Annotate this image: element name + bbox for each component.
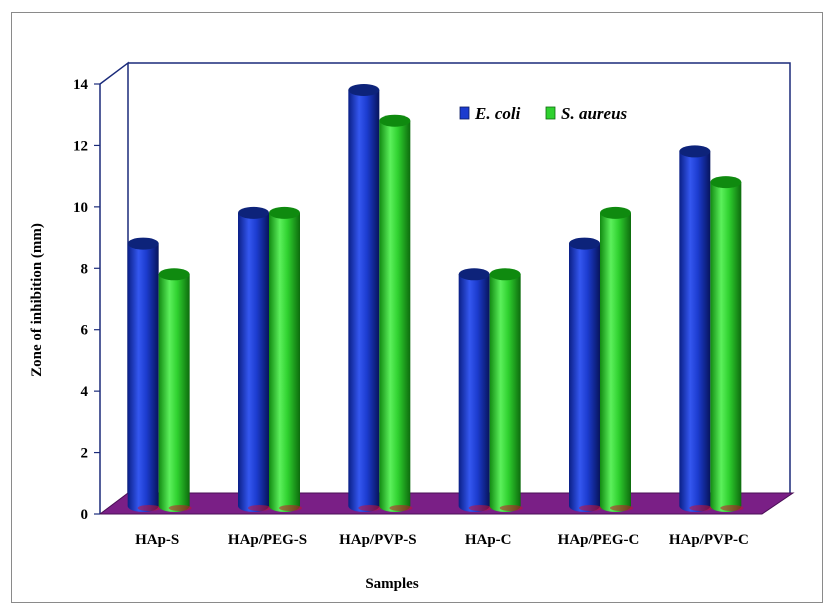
bar-ecoli-shadow [689, 505, 713, 511]
x-tick-label: HAp/PVP-S [339, 532, 417, 548]
bar-saureus [710, 182, 742, 512]
x-tick-label: HAp/PVP-C [669, 532, 749, 548]
x-axis-ticks: HAp-S HAp/PEG-S HAp/PVP-S HAp-C HAp/PEG-C HAp… [135, 532, 749, 548]
bar-saureus [158, 274, 190, 512]
bar-saureus-shadow [279, 505, 302, 511]
bar-ecoli-cap [458, 268, 490, 281]
bar-saureus [379, 120, 411, 512]
back-wall [128, 62, 791, 493]
bar-ecoli-cap [348, 84, 380, 96]
legend-swatch [459, 106, 470, 120]
bar-saureus-cap [489, 268, 521, 281]
y-axis-ticks: 0 2 4 6 8 10 12 14 [73, 77, 100, 523]
legend-label: E. coli [474, 104, 521, 123]
bar-ecoli-shadow [358, 505, 382, 511]
y-tick-label: 2 [81, 446, 89, 462]
y-axis-title: Zone of inhibition (mm) [29, 223, 45, 377]
bar-saureus [600, 212, 631, 512]
bar-saureus-shadow [168, 505, 192, 511]
y-tick-label: 12 [73, 138, 88, 154]
bar-ecoli-cap [127, 237, 159, 250]
y-tick-label: 4 [81, 384, 89, 400]
x-axis-title: Samples [365, 576, 419, 592]
bar-ecoli [679, 151, 711, 512]
bar-saureus [489, 274, 521, 512]
y-tick-label: 8 [81, 261, 89, 277]
left-wall [99, 61, 129, 514]
legend-swatch [545, 106, 556, 120]
x-tick-label: HAp-S [135, 532, 179, 548]
bar-saureus-cap [158, 268, 190, 281]
bar-ecoli-shadow [468, 505, 492, 511]
legend-label: S. aureus [561, 104, 628, 123]
bar-ecoli [348, 90, 380, 512]
bar-saureus-shadow [499, 505, 523, 511]
bar-saureus-cap [379, 114, 411, 127]
bar-ecoli-cap [569, 237, 600, 250]
bar-ecoli-shadow [579, 505, 602, 511]
bar-saureus-cap [600, 206, 631, 219]
bar-saureus [269, 212, 300, 512]
bar-ecoli-shadow [137, 505, 161, 511]
bar-ecoli [127, 243, 159, 513]
x-tick-label: HAp-C [465, 532, 512, 548]
bar-saureus-cap [269, 206, 300, 219]
y-tick-label: 0 [81, 507, 89, 523]
bar-ecoli-cap [679, 145, 711, 158]
legend: E. coli S. aureus [459, 104, 628, 123]
x-tick-label: HAp/PEG-S [228, 532, 307, 548]
bar-ecoli [238, 212, 269, 512]
bar-saureus-shadow [389, 505, 413, 511]
y-tick-label: 10 [73, 200, 88, 216]
bar-saureus-cap [710, 176, 742, 189]
y-tick-label: 6 [81, 323, 89, 339]
y-tick-label: 14 [73, 77, 89, 93]
bar-ecoli-shadow [248, 505, 271, 511]
bars-group [127, 84, 744, 513]
bar-saureus-shadow [610, 505, 633, 511]
bar-ecoli-cap [238, 206, 269, 219]
x-tick-label: HAp/PEG-C [558, 532, 640, 548]
bar-saureus-shadow [720, 505, 744, 511]
bar-ecoli [569, 243, 600, 513]
bar-ecoli [458, 274, 490, 512]
